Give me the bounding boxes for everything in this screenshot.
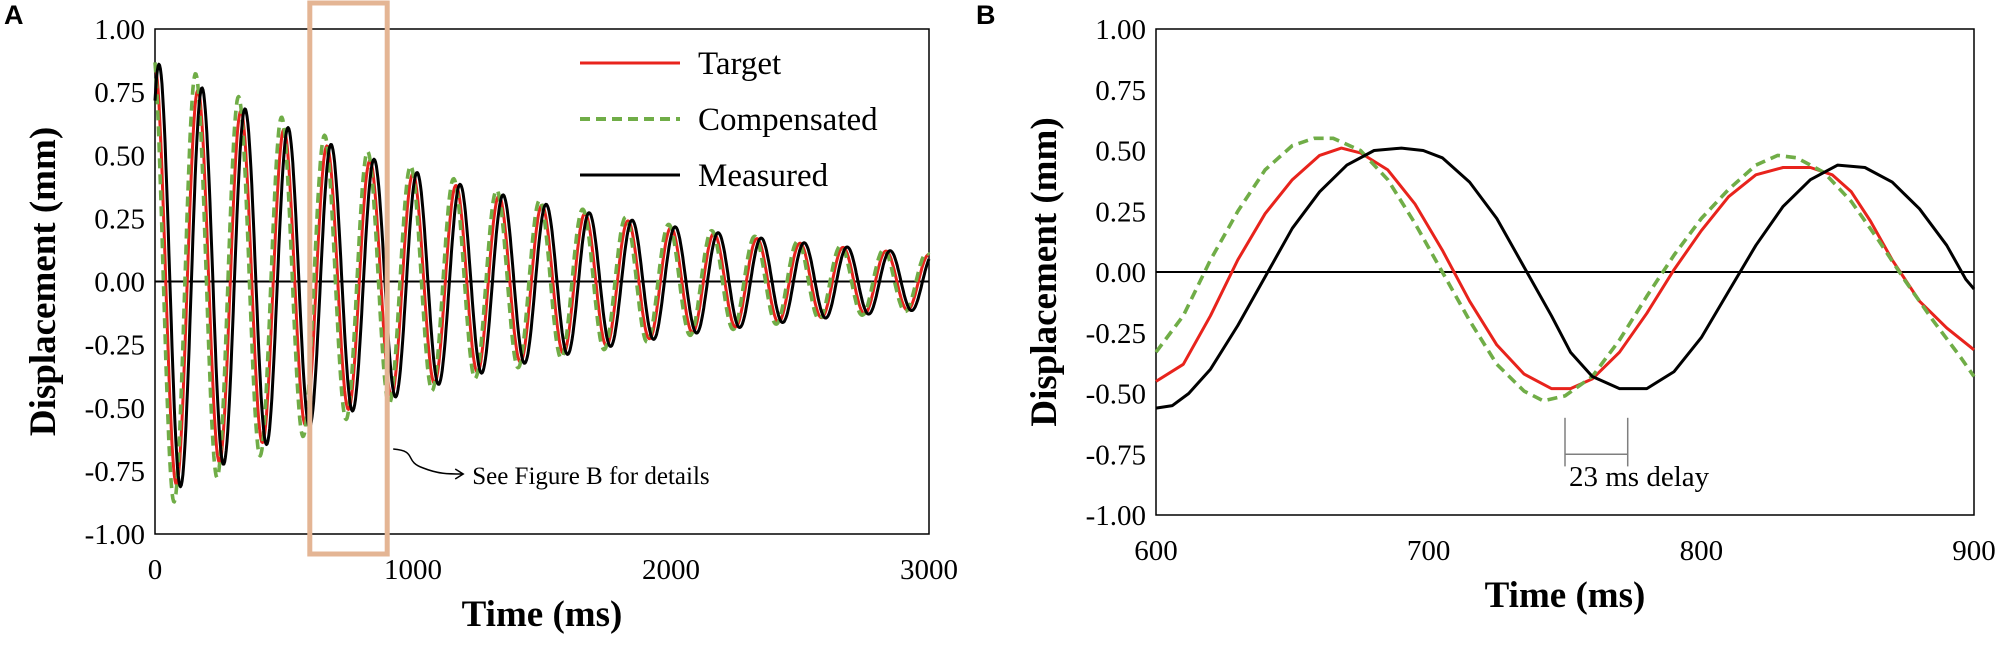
x-tick-label: 3000 xyxy=(900,554,958,586)
highlight-box xyxy=(307,0,390,557)
panel-a-series xyxy=(153,62,931,504)
y-tick-label: -0.25 xyxy=(85,330,145,362)
panel-b-label: B xyxy=(976,0,996,30)
y-tick-label: 0.50 xyxy=(1095,136,1146,168)
series-line-target xyxy=(1155,146,1975,391)
y-tick-label: 1.00 xyxy=(1095,14,1146,46)
delay-bracket xyxy=(1564,417,1629,467)
y-tick-label: -0.50 xyxy=(1086,379,1146,411)
y-tick-label: -0.25 xyxy=(1086,318,1146,350)
y-axis-title: Displacement (mm) xyxy=(1024,117,1065,426)
panel-a-x-tick-labels: 0 1000 2000 3000 xyxy=(148,554,958,586)
legend-label-compensated: Compensated xyxy=(698,102,878,138)
x-tick-label: 600 xyxy=(1134,535,1178,567)
legend-label-target: Target xyxy=(698,46,781,82)
y-tick-label: -0.50 xyxy=(85,393,145,425)
annotation-arrow xyxy=(393,448,465,480)
y-tick-label: -1.00 xyxy=(85,519,145,551)
panel-b-x-tick-labels: 600 700 800 900 xyxy=(1134,535,1996,567)
y-tick-label: -0.75 xyxy=(85,456,145,488)
x-tick-label: 700 xyxy=(1407,535,1451,567)
x-tick-label: 2000 xyxy=(642,554,700,586)
panel-a-y-tick-labels: -1.00 -0.75 -0.50 -0.25 0.00 0.25 0.50 0… xyxy=(85,14,145,551)
panel-b-series xyxy=(1154,136,1976,410)
x-tick-label: 0 xyxy=(148,554,163,586)
x-tick-label: 900 xyxy=(1952,535,1996,567)
x-tick-label: 1000 xyxy=(384,554,442,586)
series-line-measured xyxy=(153,62,931,489)
y-tick-label: 0.00 xyxy=(1095,257,1146,289)
y-tick-label: 0.00 xyxy=(94,267,145,299)
series-line-compensated xyxy=(153,62,931,504)
x-axis-title: Time (ms) xyxy=(1485,575,1646,616)
y-tick-label: -0.75 xyxy=(1086,439,1146,471)
panel-b: B -1.00 -0.75 -0.50 -0.25 0.00 0.25 0.50… xyxy=(976,0,1996,616)
legend: Target Compensated Measured xyxy=(580,46,878,194)
x-tick-label: 800 xyxy=(1680,535,1724,567)
series-line-compensated xyxy=(1154,136,1976,403)
y-tick-label: 0.75 xyxy=(94,77,145,109)
annotation-text: See Figure B for details xyxy=(472,463,709,490)
series-line-measured xyxy=(1155,146,1976,410)
panel-b-y-tick-labels: -1.00 -0.75 -0.50 -0.25 0.00 0.25 0.50 0… xyxy=(1086,14,1146,532)
y-tick-label: 0.25 xyxy=(94,203,145,235)
x-axis-title: Time (ms) xyxy=(462,594,623,635)
y-tick-label: 1.00 xyxy=(94,14,145,46)
y-tick-label: 0.50 xyxy=(94,140,145,172)
panel-a: A -1.00 -0.75 -0.50 -0.25 0.00 0.25 0.50… xyxy=(4,0,958,635)
legend-label-measured: Measured xyxy=(698,158,829,194)
y-axis-title: Displacement (mm) xyxy=(23,127,64,436)
panel-a-label: A xyxy=(4,0,24,30)
y-tick-label: -1.00 xyxy=(1086,500,1146,532)
delay-annotation: 23 ms delay xyxy=(1569,461,1710,493)
y-tick-label: 0.25 xyxy=(1095,196,1146,228)
y-tick-label: 0.75 xyxy=(1095,75,1146,107)
